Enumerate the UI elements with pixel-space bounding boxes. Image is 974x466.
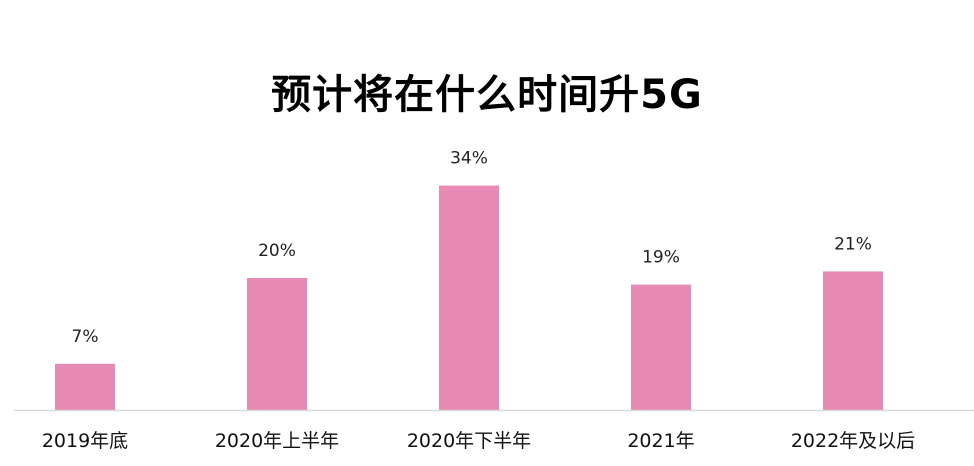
category-label-1: 2020年上半年 [215,430,339,452]
data-label-0: 7% [72,327,99,347]
data-label-1: 20% [258,241,296,261]
data-label-2: 34% [450,149,488,169]
category-label-4: 2022年及以后 [791,430,915,452]
category-label-2: 2020年下半年 [407,430,531,452]
category-labels-group: 2019年底 2020年上半年 2020年下半年 2021年 2022年及以后 [42,430,915,452]
data-labels-group: 7% 20% 34% 19% 21% [72,149,872,347]
data-label-4: 21% [834,234,872,254]
bars-group [55,185,883,410]
bar-3 [631,284,691,410]
data-label-3: 19% [642,248,680,268]
bar-1 [247,278,307,410]
chart-title: 预计将在什么时间升5G [271,72,703,118]
bar-2 [439,185,499,410]
bar-4 [823,271,883,410]
category-label-0: 2019年底 [42,430,128,452]
bar-0 [55,363,115,410]
category-label-3: 2021年 [627,430,694,452]
